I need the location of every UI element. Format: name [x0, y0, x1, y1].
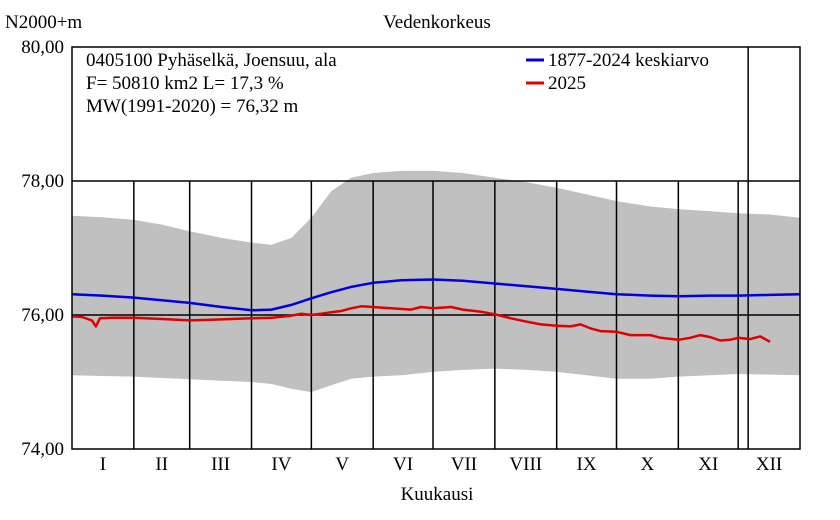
- series-layer: [71, 278, 801, 343]
- month-label-v: V: [335, 454, 349, 475]
- month-label-ix: IX: [577, 454, 597, 475]
- info-line-area: F= 50810 km2 L= 17,3 %: [86, 73, 284, 94]
- y-axis-label: N2000+m: [5, 12, 82, 33]
- plot-frame: [71, 46, 801, 450]
- month-label-iv: IV: [271, 454, 291, 475]
- legend-label-mean: 1877-2024 keskiarvo: [548, 50, 709, 71]
- info-line-station: 0405100 Pyhäselkä, Joensuu, ala: [86, 50, 337, 71]
- month-label-i: I: [100, 454, 106, 475]
- envelope-layer: [72, 170, 800, 393]
- month-label-viii: VIII: [509, 454, 542, 475]
- month-label-iii: III: [211, 454, 230, 475]
- series-line-1: [71, 305, 771, 343]
- y-tick-label-1: 76,00: [21, 305, 64, 326]
- y-tick-labels: 74,00 76,00 78,00 80,00: [21, 37, 64, 460]
- y-tick-label-2: 78,00: [21, 171, 64, 192]
- info-box: 0405100 Pyhäselkä, Joensuu, ala F= 50810…: [86, 50, 337, 117]
- legend-label-2025: 2025: [548, 73, 586, 94]
- y-tick-label-0: 74,00: [21, 439, 64, 460]
- min-max-envelope: [72, 170, 800, 393]
- plot-area: [71, 46, 801, 450]
- x-axis-label: Kuukausi: [401, 484, 474, 505]
- month-label-xi: XI: [698, 454, 718, 475]
- y-tick-label-3: 80,00: [21, 37, 64, 58]
- info-line-mw: MW(1991-2020) = 76,32 m: [86, 96, 299, 117]
- month-label-ii: II: [155, 454, 168, 475]
- month-label-vii: VII: [451, 454, 477, 475]
- month-label-x: X: [641, 454, 655, 475]
- chart-title: Vedenkorkeus: [383, 12, 491, 33]
- month-label-vi: VI: [393, 454, 413, 475]
- legend: 1877-2024 keskiarvo 2025: [526, 50, 709, 94]
- month-label-xii: XII: [756, 454, 782, 475]
- series-line-0: [71, 278, 801, 312]
- x-tick-labels: I II III IV V VI VII VIII IX X XI XII: [100, 454, 783, 475]
- grid-layer: [72, 47, 800, 449]
